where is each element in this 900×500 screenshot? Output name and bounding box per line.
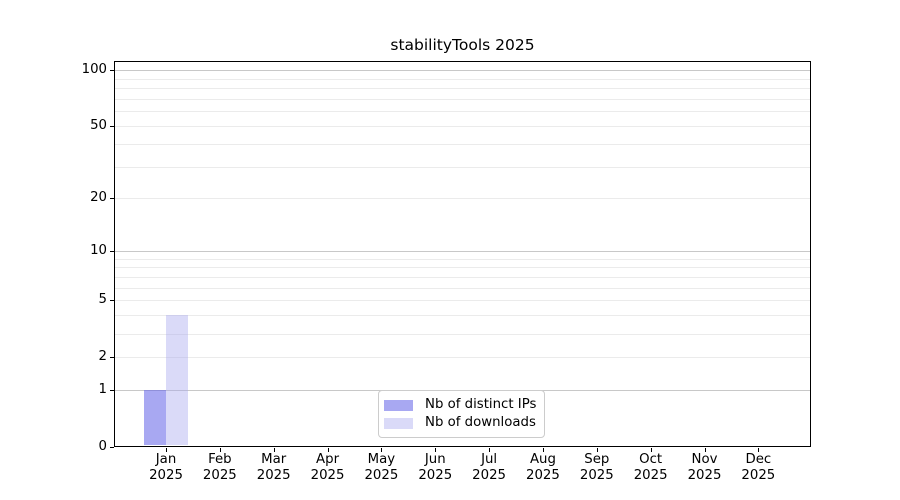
minor-gridline-50: [115, 126, 810, 128]
chart-title: stabilityTools 2025: [390, 36, 535, 54]
y-tick-100: [110, 70, 114, 72]
plot-area: [114, 61, 811, 447]
x-tick-label-oct: Oct 2025: [633, 452, 668, 483]
legend-swatch-distinct-ips: [384, 399, 413, 411]
minor-gridline-5: [115, 300, 810, 302]
minor-gridline-40: [115, 143, 810, 145]
minor-gridline-8: [115, 267, 810, 269]
x-tick-aug: [542, 447, 544, 452]
x-tick-label-feb: Feb 2025: [202, 452, 237, 483]
bar-nb-of-distinct-ips-jan: [144, 390, 166, 446]
minor-gridline-20: [115, 198, 810, 200]
y-tick-label-1: 1: [98, 382, 107, 397]
x-tick-label-jan: Jan 2025: [149, 452, 183, 483]
y-tick-5: [110, 300, 114, 302]
y-tick-label-2: 2: [98, 348, 107, 364]
y-tick-label-100: 100: [81, 62, 107, 78]
y-tick-label-10: 10: [90, 243, 107, 259]
minor-gridline-7: [115, 277, 810, 279]
x-tick-nov: [704, 447, 706, 452]
x-tick-jul: [489, 447, 491, 452]
x-tick-label-jul: Jul 2025: [472, 452, 507, 483]
major-gridline-10: [115, 251, 810, 253]
legend-label-distinct-ips: Nb of distinct IPs: [425, 397, 537, 412]
x-tick-jan: [166, 447, 167, 452]
minor-gridline-70: [115, 99, 810, 101]
minor-gridline-2: [115, 356, 810, 358]
x-tick-may: [381, 447, 383, 452]
y-tick-label-20: 20: [90, 190, 107, 206]
y-tick-label-0: 0: [98, 438, 107, 454]
x-tick-label-aug: Aug 2025: [526, 452, 560, 483]
y-tick-1: [110, 390, 114, 391]
minor-gridline-3: [115, 333, 810, 335]
y-tick-label-50: 50: [90, 118, 107, 134]
x-tick-jun: [435, 447, 437, 452]
x-tick-mar: [273, 447, 275, 452]
y-tick-0: [110, 446, 114, 448]
y-tick-2: [110, 356, 114, 358]
x-tick-label-may: May 2025: [364, 452, 399, 483]
x-tick-label-sep: Sep 2025: [579, 452, 614, 483]
minor-gridline-4: [115, 315, 810, 317]
x-tick-label-apr: Apr 2025: [310, 452, 345, 483]
legend-item-distinct-ips: Nb of distinct IPs: [384, 397, 536, 414]
minor-gridline-90: [115, 78, 810, 80]
minor-gridline-30: [115, 166, 810, 168]
x-tick-oct: [650, 447, 652, 452]
legend-item-downloads: Nb of downloads: [384, 415, 536, 432]
x-tick-dec: [758, 447, 760, 452]
x-tick-feb: [219, 447, 221, 452]
legend-label-downloads: Nb of downloads: [425, 415, 536, 430]
legend: Nb of distinct IPs Nb of downloads: [378, 390, 545, 438]
legend-swatch-downloads: [384, 417, 413, 429]
minor-gridline-6: [115, 287, 810, 289]
major-gridline-100: [115, 70, 810, 72]
x-tick-label-jun: Jun 2025: [418, 452, 453, 483]
minor-gridline-9: [115, 258, 810, 260]
y-tick-label-5: 5: [98, 292, 107, 308]
minor-gridline-80: [115, 88, 810, 90]
x-tick-apr: [327, 447, 329, 452]
y-tick-10: [110, 251, 114, 253]
x-tick-label-dec: Dec 2025: [741, 452, 776, 483]
minor-gridline-60: [115, 111, 810, 113]
x-tick-sep: [596, 447, 598, 452]
x-tick-label-mar: Mar 2025: [256, 452, 291, 483]
x-tick-label-nov: Nov 2025: [687, 452, 722, 483]
y-tick-20: [110, 198, 114, 200]
y-tick-50: [110, 126, 114, 128]
bar-nb-of-downloads-jan: [166, 315, 188, 446]
